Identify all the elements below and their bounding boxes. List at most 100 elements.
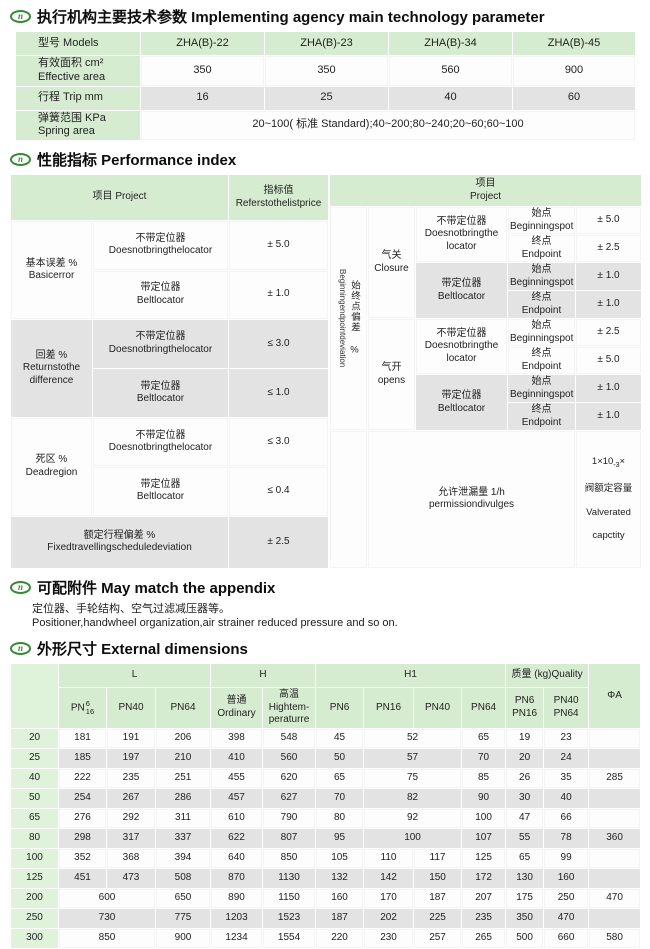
brand-ellipse-icon: n [10, 10, 31, 23]
column-header: PN6 PN16 [505, 687, 545, 729]
leak-line: Valverated [586, 506, 631, 518]
table-cell: ± 2.5 [574, 318, 643, 347]
section-title-tech-params: n 执行机构主要技术参数 Implementing agency main te… [10, 6, 640, 27]
column-header: PN64 [461, 687, 507, 729]
table-cell: 560 [388, 55, 513, 87]
section-title-performance: n 性能指标 Performance index [10, 149, 640, 170]
table-cell: 70 [315, 787, 365, 809]
table-cell: 35 [543, 767, 590, 789]
appendix-note-zh: 定位器、手轮结构、空气过滤减压器等。 [32, 602, 230, 615]
column-group-header: H1 [315, 663, 507, 689]
row-label: 气开 opens [367, 318, 416, 431]
table-cell: 25 [10, 747, 59, 769]
table-cell: 75 [363, 767, 463, 789]
vertical-axis-label: Beginningendpointdeviation 始终点偏差 % [329, 206, 368, 431]
pn-prefix: PN [70, 702, 85, 714]
table-cell: 508 [154, 867, 212, 889]
table-cell: 不带定位器 Doesnotbringthelocator [92, 318, 229, 369]
table-cell: 60 [512, 85, 636, 111]
column-group-header: H [210, 663, 317, 689]
dimensions-table-body: 20 181 191 206 398 548 45 52 65 19 23 25 185 197 210 41… [10, 727, 642, 949]
leak-line: 阀额定容量 [584, 482, 633, 494]
table-cell: 455 [210, 767, 264, 789]
table-cell: 不带定位器 Doesnotbringthelocator [92, 417, 229, 468]
brand-ellipse-icon: n [10, 642, 31, 656]
table-cell: 251 [154, 767, 212, 789]
table-cell: 160 [315, 887, 365, 909]
table-cell: 580 [588, 927, 642, 949]
row-label: 弹簧范围 KPa Spring area [15, 109, 141, 141]
pn-bottom: 16 [85, 706, 95, 716]
table-row: 20 181 191 206 398 548 45 52 65 19 23 [10, 727, 642, 749]
table-row: 带定位器 Beltlocator 始点 Beginningspot ± 1.0 [330, 374, 643, 431]
table-row: 行程 Trip mm 16 25 40 60 [15, 85, 636, 111]
table-row: 65 276 292 311 610 790 80 92 100 47 66 [10, 807, 642, 829]
table-cell: ± 2.5 [574, 234, 643, 263]
table-cell: 47 [505, 807, 545, 829]
table-row: 有效面积 cm² Effective area 350 350 560 900 [15, 55, 636, 87]
leak-suffix: × [619, 456, 626, 468]
table-cell: 285 [588, 767, 642, 789]
table-cell: 始点 Beginningspot [507, 206, 576, 235]
column-header: ZHA(B)-45 [512, 31, 636, 56]
table-row: 项目 Project 指标值 Referstothelistprice [10, 173, 329, 222]
table-cell: 50 [10, 787, 59, 809]
table-cell: ± 1.0 [574, 374, 643, 403]
performance-table-right: 项目 Project Beginningendpointdeviation 始终… [328, 174, 643, 569]
column-header: PN40 [413, 687, 463, 729]
table-row: L H H1 质量 (kg)Quality ΦA [10, 663, 642, 729]
table-cell: 250 [543, 887, 590, 909]
table-cell: 790 [262, 807, 317, 829]
table-cell: 110 [363, 847, 415, 869]
table-cell: 65 [461, 727, 507, 749]
table-cell: 始点 Beginningspot [507, 318, 576, 347]
table-cell: 360 [588, 827, 642, 849]
table-cell: 65 [10, 807, 59, 829]
table-cell: 65 [505, 847, 545, 869]
table-cell: ± 1.0 [574, 402, 643, 431]
table-cell: 250 [10, 907, 59, 929]
table-cell: 457 [210, 787, 264, 809]
table-cell: 终点 Endpoint [507, 290, 576, 319]
vertical-label-zh: 始终点偏差 % [348, 280, 360, 357]
table-cell: 125 [10, 867, 59, 889]
table-cell: 850 [262, 847, 317, 869]
table-cell: ± 1.0 [574, 290, 643, 319]
table-cell: 100 [363, 827, 463, 849]
appendix-note: 定位器、手轮结构、空气过滤减压器等。 Positioner,handwheel … [32, 602, 640, 631]
table-row: 带定位器 Beltlocator 始点 Beginningspot ± 1.0 [330, 262, 643, 319]
table-cell: 45 [315, 727, 365, 749]
table-cell [588, 847, 642, 869]
table-cell: ± 5.0 [574, 206, 643, 235]
column-group-header: 质量 (kg)Quality [505, 663, 590, 689]
column-header: ZHA(B)-34 [388, 31, 513, 56]
table-cell [588, 867, 642, 889]
column-header: 项目 Project [328, 174, 643, 207]
table-cell: 730 [58, 907, 156, 929]
table-cell: 25 [264, 85, 389, 111]
table-row: 带定位器 Beltlocator ≤ 1.0 [11, 367, 329, 419]
section-title-text: 执行机构主要技术参数 Implementing agency main tech… [37, 9, 545, 26]
table-cell: 105 [315, 847, 365, 869]
column-header: PN16 [363, 687, 415, 729]
table-cell: 80 [10, 827, 59, 849]
table-row: 25 185 197 210 410 560 50 57 70 20 24 [10, 747, 642, 769]
table-cell [588, 787, 642, 809]
table-cell: ≤ 3.0 [228, 417, 329, 468]
table-cell: 142 [363, 867, 415, 889]
leak-allowance-value: 1×10-3× 阀额定容量 Valverated capctity [578, 445, 639, 555]
section-title-text: 外形尺寸 External dimensions [37, 641, 248, 659]
table-cell: 292 [106, 807, 156, 829]
table-cell: 100 [461, 807, 507, 829]
table-cell: 不带定位器 Doesnotbringthelocator [92, 220, 229, 271]
table-cell: 220 [315, 927, 365, 949]
table-cell: 40 [543, 787, 590, 809]
section-title-text: 性能指标 Performance index [37, 152, 237, 169]
column-header: 高温 Hightem- peraturre [262, 687, 317, 729]
table-cell: 254 [58, 787, 107, 809]
table-cell: 350 [140, 55, 265, 87]
pn-top: 6 [85, 699, 90, 709]
table-cell: 1203 [210, 907, 264, 929]
table-cell: 202 [363, 907, 415, 929]
table-cell: 300 [10, 927, 59, 949]
